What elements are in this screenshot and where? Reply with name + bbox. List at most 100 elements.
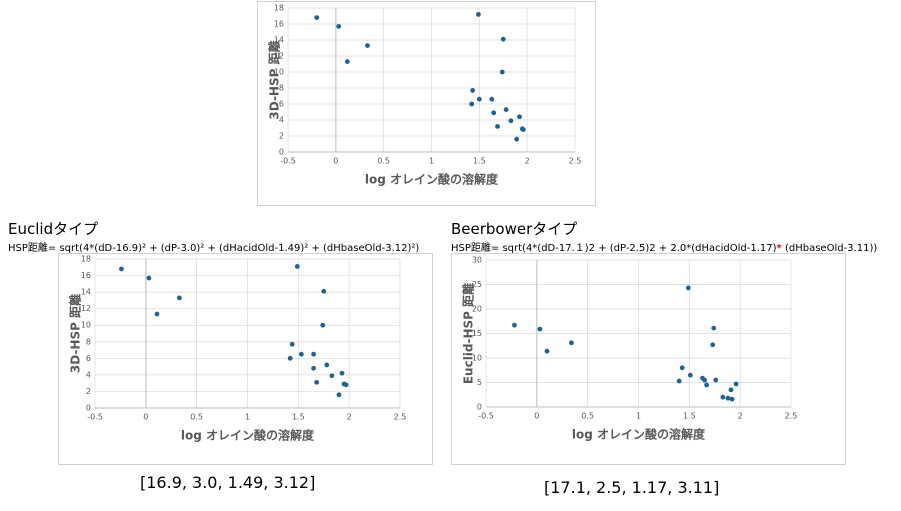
point (311, 351, 316, 357)
point (314, 15, 320, 20)
y-tick-label: 0 (477, 403, 482, 412)
y-tick-label: 2 (86, 387, 91, 396)
x-tick-label: 1.5 (292, 413, 305, 422)
x-tick-label: 0 (143, 413, 148, 422)
x-tick-label: 1 (636, 412, 641, 421)
x-tick-label: 2 (525, 157, 530, 166)
x-tick-label: 2.5 (569, 157, 582, 166)
point (685, 285, 691, 291)
point (343, 382, 349, 388)
y-tick-label: 0 (86, 404, 91, 413)
point (711, 325, 717, 331)
x-tick-label: 2 (347, 413, 352, 422)
y-tick-label: 8 (279, 84, 284, 93)
y-tick-label: 6 (279, 100, 284, 109)
y-tick-label: 12 (274, 52, 284, 61)
point (336, 24, 342, 29)
y-tick-label: 15 (472, 329, 482, 338)
x-tick-label: 1.5 (683, 412, 696, 421)
point (725, 395, 731, 401)
point (344, 59, 350, 64)
x-tick-label: 2.5 (394, 413, 407, 422)
point (569, 340, 574, 346)
params: [16.9, 3.0, 1.49, 3.12] (140, 473, 316, 492)
point (489, 96, 495, 102)
point (365, 43, 370, 48)
point (324, 362, 330, 368)
x-tick-label: -0.5 (478, 412, 494, 421)
y-axis-title: 3D-HSP 距離 (68, 294, 83, 373)
point (514, 136, 520, 142)
x-tick-label: 1 (245, 413, 250, 422)
point (679, 365, 685, 371)
y-tick-label: 10 (81, 321, 91, 330)
point (491, 110, 497, 116)
point (289, 341, 295, 347)
x-tick-label: 2.5 (785, 412, 798, 421)
y-tick-label: 18 (274, 4, 284, 13)
formula-text: HSP距離= sqrt(4*(dD-16.9)² + (dP-3.0)² + (… (8, 243, 420, 254)
point (154, 311, 160, 317)
point (704, 382, 710, 388)
point (503, 107, 509, 112)
formula-mark: * (776, 243, 782, 254)
point (294, 264, 300, 269)
point (119, 266, 124, 272)
y-tick-label: 16 (81, 271, 91, 280)
y-axis-title: Euclid-HSP 距離 (461, 283, 476, 384)
x-tick-label: 0 (333, 157, 338, 166)
x-tick-label: 0.5 (190, 413, 203, 422)
y-tick-label: 6 (86, 354, 91, 363)
y-tick-label: 10 (472, 354, 482, 363)
point (733, 381, 739, 387)
point (339, 370, 345, 376)
point (470, 88, 476, 93)
section-title: Euclidタイプ (8, 220, 99, 238)
point (499, 69, 505, 75)
point (146, 275, 152, 281)
point (702, 377, 707, 383)
point (495, 124, 500, 129)
y-tick-label: 4 (279, 116, 284, 125)
x-axis-title: log オレイン酸の溶解度 (572, 427, 706, 442)
x-tick-label: 0.5 (377, 157, 390, 166)
point (500, 36, 506, 42)
point (710, 342, 716, 348)
chart-frame (58, 253, 433, 465)
x-tick-label: -0.5 (87, 413, 103, 422)
y-tick-label: 10 (274, 68, 284, 77)
section-title: Beerbowerタイプ (451, 220, 578, 238)
y-tick-label: 16 (274, 20, 284, 29)
x-tick-label: 2 (738, 412, 743, 421)
chart-frame (257, 1, 596, 206)
point (720, 394, 726, 400)
y-tick-label: 25 (472, 280, 482, 289)
point (314, 379, 320, 385)
point (687, 372, 693, 378)
y-tick-label: 12 (81, 304, 91, 313)
point (512, 322, 517, 328)
point (298, 351, 304, 357)
x-tick-label: 0.5 (581, 412, 594, 421)
point (729, 396, 735, 402)
y-tick-label: 2 (279, 132, 284, 141)
formula: HSP距離= sqrt(4*(dD-16.9)² + (dP-3.0)² + (… (8, 239, 419, 254)
x-axis-title: log オレイン酸の溶解度 (365, 172, 499, 187)
y-tick-label: 20 (472, 305, 482, 314)
point (508, 118, 514, 124)
y-tick-label: 30 (472, 256, 482, 265)
section: Euclidタイプ HSP距離= sqrt(4*(dD-16.9)² + (dP… (8, 218, 419, 492)
formula-text: HSP距離= sqrt(4*(dD-17.１)2 + (dP-2.5)2 + 2… (451, 243, 777, 254)
y-tick-label: 14 (274, 36, 284, 45)
x-tick-label: 1 (429, 157, 434, 166)
chart-frame (451, 253, 846, 465)
point (520, 127, 526, 132)
formula-text: (dHbaseOld-3.11)) (781, 243, 878, 254)
y-tick-label: 14 (81, 288, 91, 297)
point (311, 365, 316, 371)
